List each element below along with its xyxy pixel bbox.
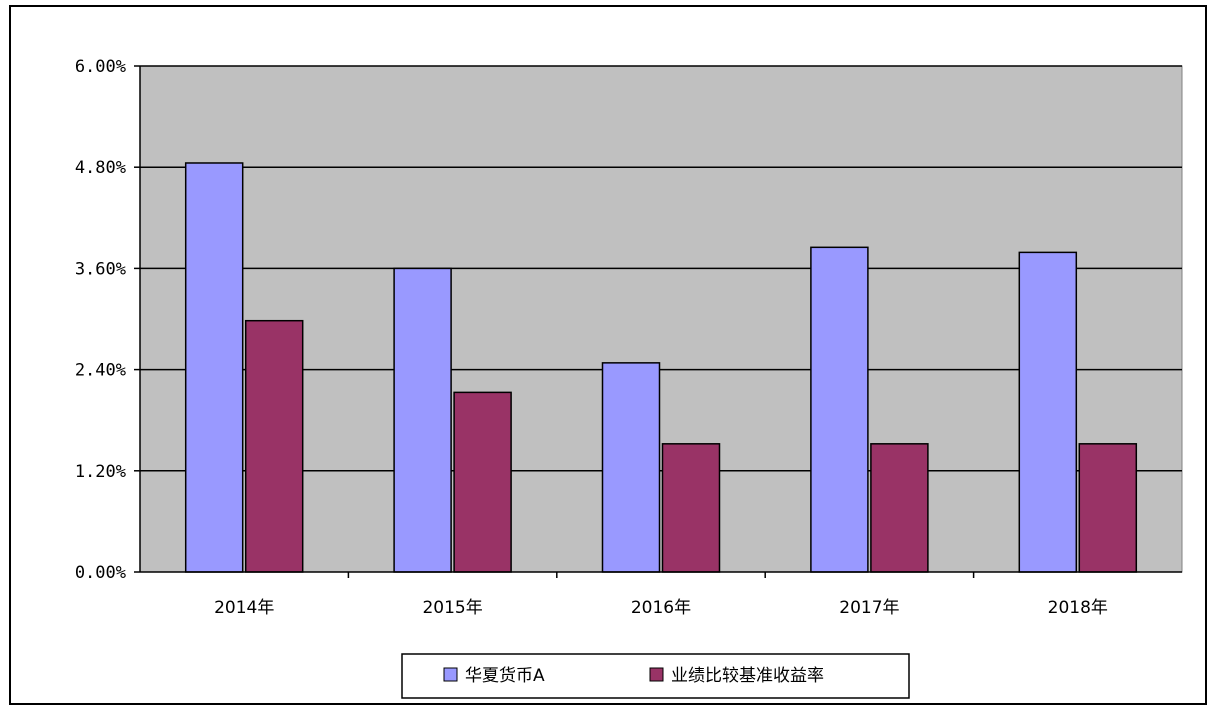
legend-swatch-series-2 xyxy=(649,667,664,682)
y-tick-label: 6.00% xyxy=(75,57,126,77)
x-tick-label: 2018年 xyxy=(1048,598,1108,618)
y-tick-label: 4.80% xyxy=(75,158,126,178)
x-tick-label: 2016年 xyxy=(631,598,691,618)
x-tick-label: 2014年 xyxy=(214,598,274,618)
legend-label-series-1: 华夏货币A xyxy=(465,666,545,686)
bar-series-1-4 xyxy=(810,246,869,573)
bar-series-2-5 xyxy=(1078,443,1138,573)
y-tick-label: 2.40% xyxy=(75,361,126,381)
bar-series-2-1 xyxy=(244,319,304,573)
legend: 华夏货币A 业绩比较基准收益率 xyxy=(401,653,910,699)
bar-series-1-3 xyxy=(601,362,661,573)
bar-series-2-3 xyxy=(661,443,721,573)
bar-series-2-2 xyxy=(453,391,512,573)
x-axis: 2014年 2015年 2016年 2017年 2018年 xyxy=(214,572,1108,618)
gridlines xyxy=(140,65,1182,472)
legend-swatch-series-1 xyxy=(443,667,458,682)
bar-series-1-2 xyxy=(393,267,452,573)
bar-series-1-5 xyxy=(1018,251,1078,573)
y-tick-label: 1.20% xyxy=(75,462,126,482)
legend-label-series-2: 业绩比较基准收益率 xyxy=(671,666,824,686)
x-tick-label: 2015年 xyxy=(422,598,482,618)
y-tick-label: 0.00% xyxy=(75,563,126,583)
y-tick-label: 3.60% xyxy=(75,259,126,279)
plot-area xyxy=(139,65,1183,573)
x-tick-label: 2017年 xyxy=(839,598,899,618)
bar-series-2-4 xyxy=(870,443,929,573)
bars xyxy=(184,162,1138,573)
y-axis: 0.00% 1.20% 2.40% 3.60% 4.80% 6.00% xyxy=(75,57,140,583)
bar-series-1-1 xyxy=(184,162,244,573)
